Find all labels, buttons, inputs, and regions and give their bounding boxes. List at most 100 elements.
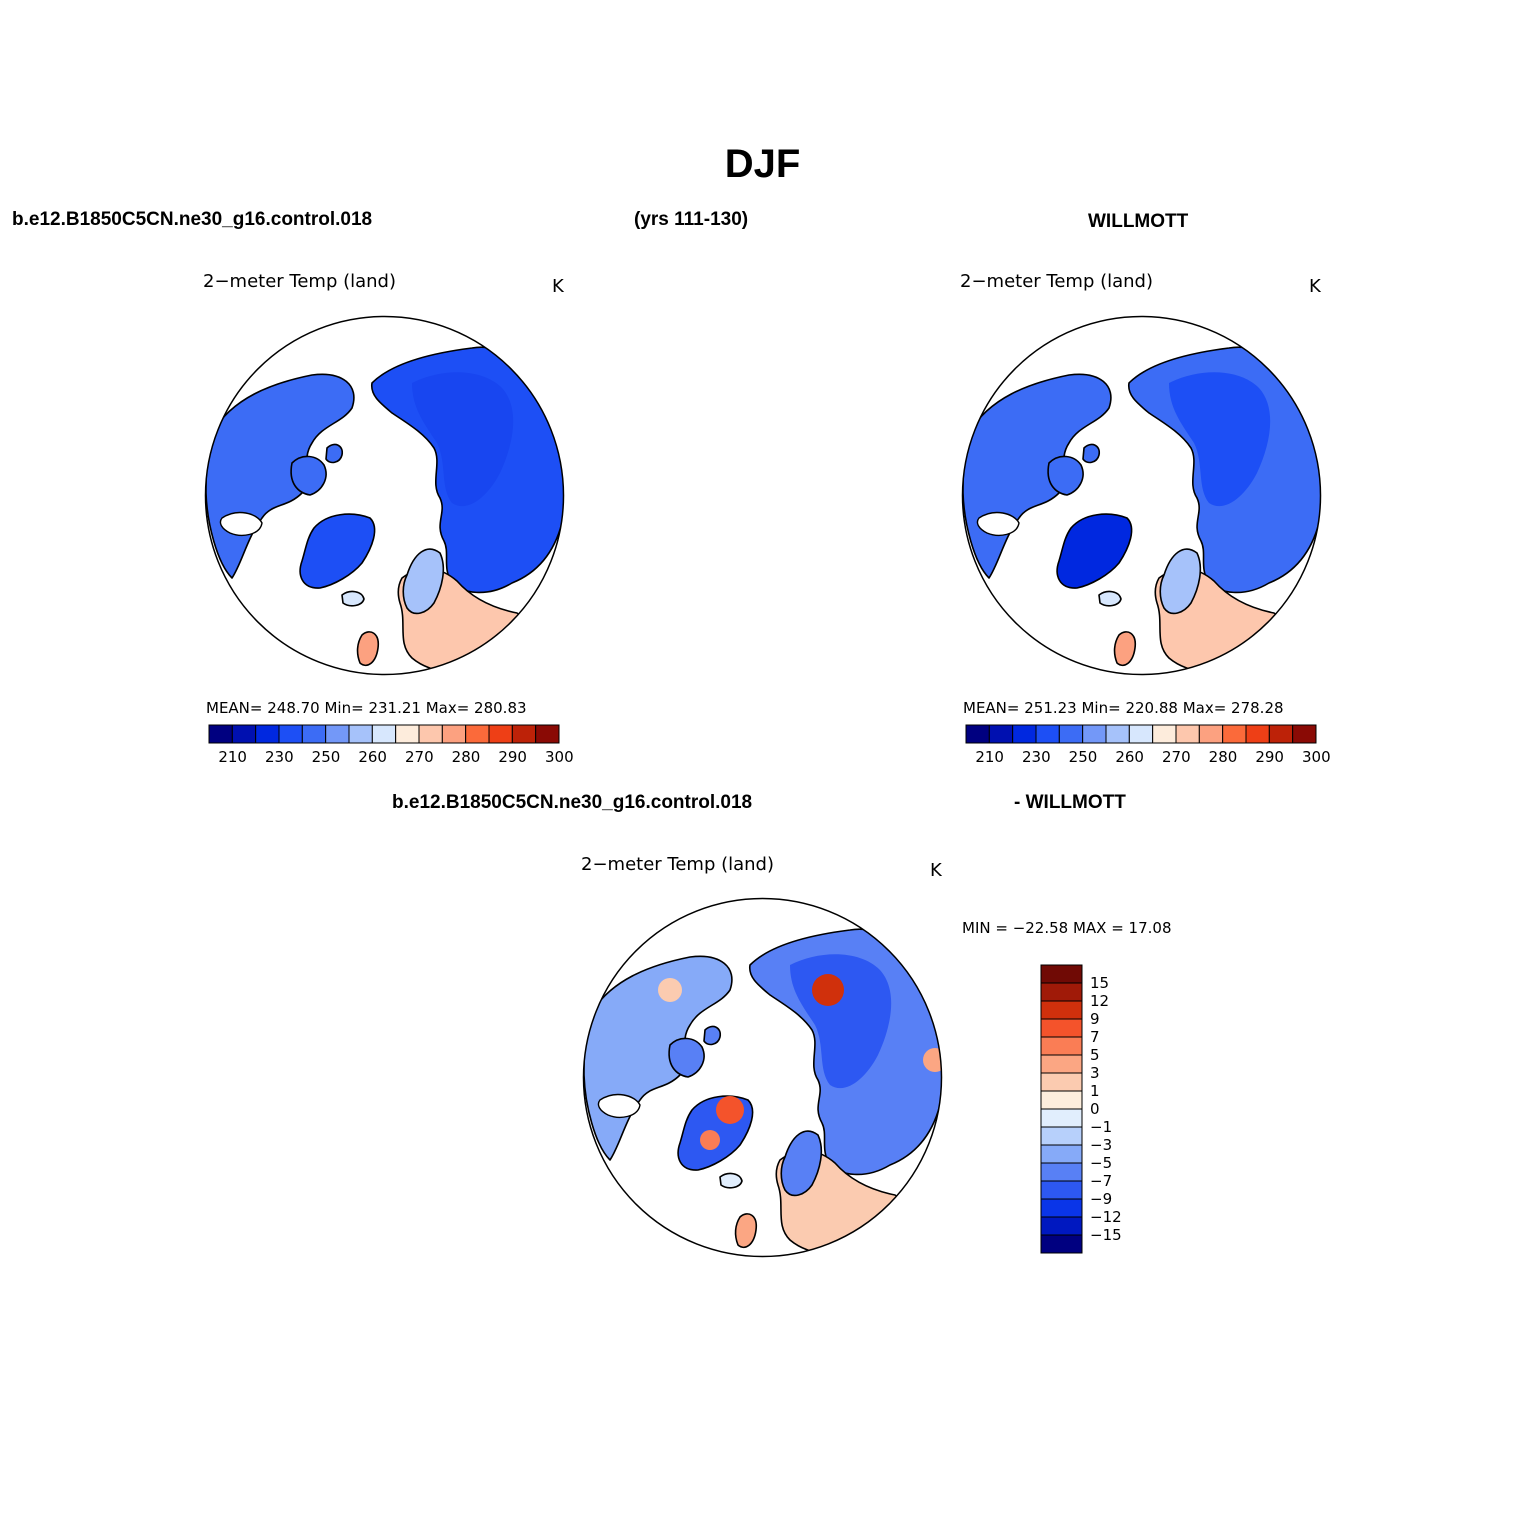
colorbar-box — [488, 724, 513, 744]
colorbar-tick-label: 300 — [545, 748, 574, 766]
colorbar-box — [1040, 1108, 1083, 1128]
colorbar-tick-label: 5 — [1090, 1046, 1100, 1064]
colorbar-tick-label: 0 — [1090, 1100, 1100, 1118]
archipelago-island — [668, 1037, 705, 1078]
left-map-boundary — [204, 315, 565, 676]
colorbar-box — [325, 724, 350, 744]
diff-case-name-header: b.e12.B1850C5CN.ne30_g16.control.018 — [392, 792, 753, 813]
colorbar-box — [1268, 724, 1294, 744]
archipelago-island — [325, 443, 344, 464]
colorbar-box — [1152, 724, 1177, 744]
colorbar-box — [1040, 1216, 1083, 1236]
british-isles-land — [734, 1213, 758, 1249]
archipelago-island — [1047, 455, 1084, 496]
hudson-bay — [219, 511, 263, 536]
years-header: (yrs 111-130) — [634, 209, 749, 230]
colorbar-box — [231, 724, 257, 744]
iceland-land — [341, 590, 365, 607]
colorbar-tick-label: −9 — [1090, 1190, 1113, 1208]
colorbar-box — [1058, 724, 1084, 744]
colorbar-tick-label: 270 — [1162, 748, 1191, 766]
diff-colorbar — [1040, 964, 1083, 1254]
colorbar-box — [1040, 1234, 1083, 1254]
colorbar-tick-label: −3 — [1090, 1136, 1113, 1154]
colorbar-box — [1035, 724, 1060, 744]
colorbar-tick-label: −5 — [1090, 1154, 1113, 1172]
right-colorbar — [965, 724, 1317, 744]
siberia-core — [1169, 372, 1271, 507]
colorbar-tick-label: 210 — [975, 748, 1004, 766]
colorbar-box — [1222, 724, 1247, 744]
anomaly-patch — [812, 974, 844, 1006]
colorbar-box — [511, 724, 537, 744]
hudson-bay — [976, 511, 1020, 536]
right-stats: MEAN= 251.23 Min= 220.88 Max= 278.28 — [963, 699, 1284, 717]
scandinavia-land — [1159, 548, 1202, 615]
colorbar-box — [1040, 1198, 1083, 1218]
colorbar-box — [1040, 1180, 1083, 1200]
right-map-fill — [962, 316, 1321, 675]
diff-polar-map — [582, 897, 943, 1258]
colorbar-tick-label: 230 — [1022, 748, 1051, 766]
right-polar-map — [961, 315, 1322, 676]
colorbar-box — [1040, 1018, 1083, 1038]
obs-name-header: WILLMOTT — [1088, 211, 1189, 232]
colorbar-tick-label: 1 — [1090, 1082, 1100, 1100]
colorbar-box — [1040, 1072, 1083, 1092]
colorbar-box — [465, 724, 490, 744]
iceland-land — [1098, 590, 1122, 607]
colorbar-box — [535, 724, 560, 744]
colorbar-tick-label: 3 — [1090, 1064, 1100, 1082]
colorbar-tick-label: 9 — [1090, 1010, 1100, 1028]
colorbar-tick-label: 12 — [1090, 992, 1110, 1010]
colorbar-tick-label: 270 — [405, 748, 434, 766]
colorbar-box — [441, 724, 467, 744]
colorbar-box — [1105, 724, 1130, 744]
colorbar-box — [1245, 724, 1270, 744]
colorbar-box — [418, 724, 443, 744]
colorbar-tick-label: −1 — [1090, 1118, 1113, 1136]
colorbar-box — [1040, 1126, 1083, 1146]
colorbar-box — [1128, 724, 1154, 744]
colorbar-tick-label: −12 — [1090, 1208, 1122, 1226]
left-map-fill — [205, 316, 564, 675]
left-panel-title: 2−meter Temp (land) — [203, 271, 396, 292]
colorbar-tick-label: 230 — [265, 748, 294, 766]
colorbar-box — [348, 724, 373, 744]
diff-panel-title: 2−meter Temp (land) — [581, 854, 774, 875]
right-panel-title: 2−meter Temp (land) — [960, 271, 1153, 292]
left-stats: MEAN= 248.70 Min= 231.21 Max= 280.83 — [206, 699, 527, 717]
colorbar-box — [1040, 1000, 1083, 1020]
colorbar-box — [1292, 724, 1317, 744]
colorbar-box — [1040, 1036, 1083, 1056]
colorbar-tick-label: 280 — [451, 748, 481, 766]
left-polar-map — [204, 315, 565, 676]
archipelago-island — [290, 455, 327, 496]
colorbar-tick-label: 250 — [311, 748, 341, 766]
siberia-core — [412, 372, 514, 507]
archipelago-island — [1082, 443, 1101, 464]
colorbar-tick-label: 290 — [498, 748, 527, 766]
colorbar-box — [301, 724, 327, 744]
colorbar-box — [1040, 1144, 1083, 1164]
colorbar-tick-label: 210 — [218, 748, 247, 766]
archipelago-island — [703, 1025, 722, 1046]
anomaly-patch — [658, 978, 682, 1002]
right-colorbar-boxes — [965, 724, 1317, 744]
colorbar-box — [1175, 724, 1200, 744]
colorbar-tick-label: −15 — [1090, 1226, 1122, 1244]
british-isles-land — [1113, 631, 1137, 667]
left-colorbar-boxes — [208, 724, 560, 744]
right-map-boundary — [961, 315, 1322, 676]
colorbar-tick-label: 300 — [1302, 748, 1331, 766]
colorbar-box — [278, 724, 303, 744]
colorbar-tick-label: 290 — [1255, 748, 1284, 766]
scandinavia-land — [780, 1130, 823, 1197]
colorbar-box — [1082, 724, 1107, 744]
greenland-land — [1056, 513, 1133, 589]
diff-panel-units: K — [930, 860, 942, 881]
colorbar-box — [1040, 964, 1083, 984]
colorbar-box — [395, 724, 420, 744]
anomaly-patch — [700, 1130, 720, 1150]
